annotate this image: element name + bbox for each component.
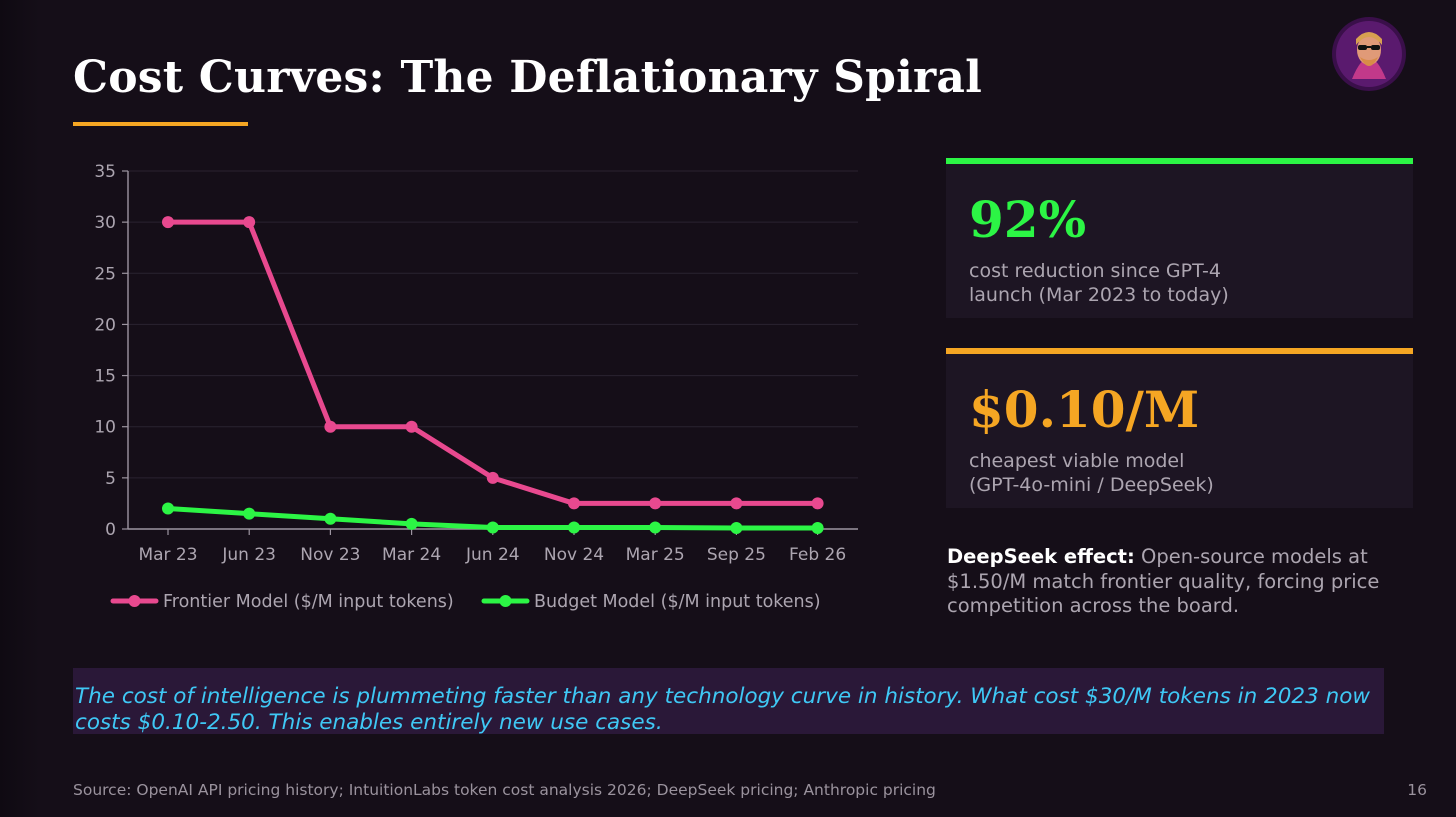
y-tick-label: 25 (94, 264, 116, 284)
chart-series (162, 216, 824, 534)
x-tick-label: Mar 25 (626, 545, 685, 565)
x-tick-label: Nov 24 (544, 545, 604, 565)
x-tick-label: Sep 25 (707, 545, 766, 565)
page-number: 16 (1407, 781, 1427, 799)
data-point (243, 216, 256, 229)
x-tick-label: Jun 24 (465, 545, 520, 565)
x-tick-label: Mar 24 (382, 545, 441, 565)
effect-text: Open-source models at $1.50/M match fron… (947, 545, 1380, 617)
stat-value: 92% (969, 190, 1087, 249)
chart-axes: 0 5 10 15 20 25 30 35 Mar 23 Jun 23 Nov 23 Mar 24 Ju… (94, 162, 858, 565)
data-point (811, 497, 824, 510)
data-point (486, 521, 499, 534)
deepseek-effect-note: DeepSeek effect: Open-source models at $… (947, 545, 1417, 619)
stat-card-cost-reduction: 92% cost reduction since GPT-4 launch (M… (946, 158, 1413, 318)
data-point (324, 420, 337, 433)
y-tick-label: 30 (94, 213, 116, 233)
data-point (649, 497, 662, 510)
cost-line-chart: 0 5 10 15 20 25 30 35 Mar 23 Jun 23 Nov 23 Mar 24 Ju… (94, 162, 858, 612)
x-tick-label: Mar 23 (138, 545, 197, 565)
y-tick-label: 35 (94, 162, 116, 182)
avatar (1332, 17, 1406, 91)
data-point (568, 521, 580, 534)
stat-card-cheapest-model: $0.10/M cheapest viable model (GPT-4o-mi… (946, 348, 1413, 508)
takeaway-quote-box: The cost of intelligence is plummeting f… (73, 668, 1384, 735)
x-tick-label: Jun 23 (221, 545, 276, 565)
series-line-0 (165, 219, 821, 506)
data-point (649, 521, 662, 534)
legend-label: Frontier Model ($/M input tokens) (163, 592, 454, 612)
slide-title: Cost Curves: The Deflationary Spiral (73, 52, 983, 103)
data-point (162, 216, 174, 229)
y-tick-label: 20 (94, 315, 116, 335)
data-point (405, 517, 418, 530)
avatar-person-sunglasses-icon (1332, 17, 1406, 91)
data-point (568, 497, 580, 510)
data-point (811, 521, 824, 534)
x-tick-label: Nov 23 (300, 545, 360, 565)
data-point (324, 512, 337, 525)
y-tick-label: 15 (94, 367, 116, 387)
source-footer: Source: OpenAI API pricing history; Intu… (73, 781, 936, 799)
takeaway-quote-text: The cost of intelligence is plummeting f… (75, 684, 1370, 735)
x-tick-label: Feb 26 (789, 545, 846, 565)
legend-swatch-marker (499, 595, 512, 607)
data-point (730, 497, 743, 510)
y-tick-label: 0 (105, 520, 116, 540)
stat-card-accent-bar (946, 158, 1413, 164)
stat-value: $0.10/M (969, 380, 1200, 439)
chart-legend: Frontier Model ($/M input tokens) Budget … (110, 592, 821, 612)
data-point (162, 502, 174, 515)
stat-description: cost reduction since GPT-4 launch (Mar 2… (969, 260, 1229, 306)
y-tick-label: 5 (105, 469, 116, 489)
data-point (405, 420, 418, 433)
data-point (243, 507, 256, 520)
stat-description: cheapest viable model (GPT-4o-mini / Dee… (969, 450, 1214, 496)
y-tick-label: 10 (94, 418, 116, 438)
effect-label: DeepSeek effect: (947, 545, 1135, 568)
data-point (486, 471, 499, 484)
data-point (730, 521, 743, 534)
stat-card-accent-bar (946, 348, 1413, 354)
legend-swatch-marker (128, 595, 141, 607)
chart-grid (128, 170, 858, 479)
title-underline (73, 122, 248, 126)
legend-label: Budget Model ($/M input tokens) (534, 592, 821, 612)
